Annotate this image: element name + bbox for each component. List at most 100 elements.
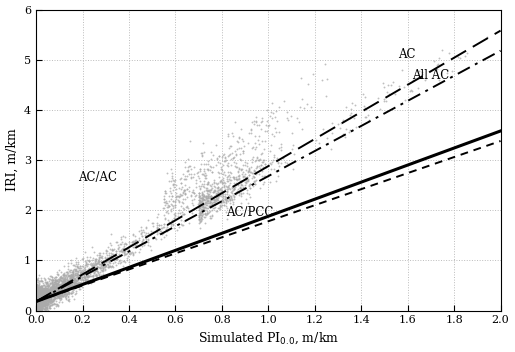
Point (190, 190, 198, 196)
Point (206, 189, 214, 194)
Point (209, 164, 217, 170)
Point (219, 189, 227, 195)
Point (213, 195, 221, 200)
Point (32, 300, 40, 306)
Point (80, 281, 89, 286)
Point (32, 285, 40, 291)
Point (32, 289, 41, 294)
Point (34, 308, 42, 313)
Point (32, 294, 40, 299)
Point (35, 293, 43, 299)
Point (181, 174, 190, 179)
Point (82, 277, 91, 283)
Point (37, 290, 45, 296)
Point (33, 285, 41, 291)
Point (179, 222, 187, 228)
Point (212, 194, 220, 199)
Point (32, 303, 40, 308)
Point (219, 193, 228, 198)
Point (268, 100, 276, 106)
Point (35, 284, 43, 290)
Point (123, 257, 131, 263)
Point (222, 203, 230, 209)
Point (254, 137, 262, 143)
Point (196, 201, 204, 207)
Point (36, 294, 44, 300)
Point (32, 290, 41, 296)
Point (32, 300, 40, 305)
Point (141, 232, 149, 238)
Point (61, 277, 69, 283)
Point (277, 147, 285, 153)
Point (49, 277, 57, 282)
Point (55, 292, 63, 298)
Point (127, 243, 135, 248)
Point (38, 297, 46, 303)
Point (245, 172, 253, 178)
Point (261, 128, 269, 133)
Point (207, 215, 215, 221)
Point (77, 269, 85, 275)
Point (74, 281, 82, 286)
Point (35, 295, 43, 300)
Point (33, 301, 42, 307)
Point (38, 283, 46, 289)
Point (70, 279, 78, 284)
Point (117, 252, 125, 258)
Point (32, 276, 41, 282)
Point (33, 301, 41, 307)
Point (36, 293, 44, 298)
Point (32, 301, 40, 307)
Point (32, 304, 40, 310)
Point (32, 295, 40, 301)
Point (247, 126, 255, 131)
Point (32, 300, 40, 306)
Point (224, 162, 232, 168)
Point (32, 299, 41, 305)
Point (87, 274, 95, 279)
Point (32, 304, 40, 310)
Point (114, 245, 122, 251)
Point (33, 302, 41, 308)
Point (32, 290, 40, 296)
Point (230, 194, 238, 200)
Point (124, 253, 132, 259)
Point (84, 266, 92, 272)
Point (160, 224, 168, 230)
Point (37, 291, 45, 297)
Point (34, 301, 42, 307)
Point (32, 308, 41, 313)
Point (50, 277, 59, 283)
Point (32, 299, 40, 305)
Point (33, 303, 41, 309)
Point (93, 272, 101, 278)
Point (40, 293, 48, 298)
Point (32, 308, 41, 313)
Point (239, 177, 248, 183)
Point (36, 300, 44, 305)
Point (36, 293, 44, 298)
Point (230, 177, 238, 182)
Point (47, 290, 55, 296)
Point (40, 294, 48, 299)
Point (54, 281, 62, 287)
Point (91, 266, 99, 272)
Point (50, 288, 59, 294)
Point (49, 284, 58, 290)
Point (218, 155, 227, 160)
Point (45, 298, 53, 304)
Point (206, 197, 214, 203)
Point (38, 292, 46, 297)
Point (61, 274, 69, 279)
Point (33, 305, 42, 311)
Point (49, 285, 58, 291)
Point (99, 268, 107, 274)
Point (52, 284, 60, 290)
Point (226, 151, 234, 157)
Point (249, 144, 258, 150)
Point (195, 193, 203, 199)
Point (183, 187, 192, 192)
Point (32, 297, 40, 303)
Point (34, 291, 42, 297)
Point (42, 288, 50, 294)
